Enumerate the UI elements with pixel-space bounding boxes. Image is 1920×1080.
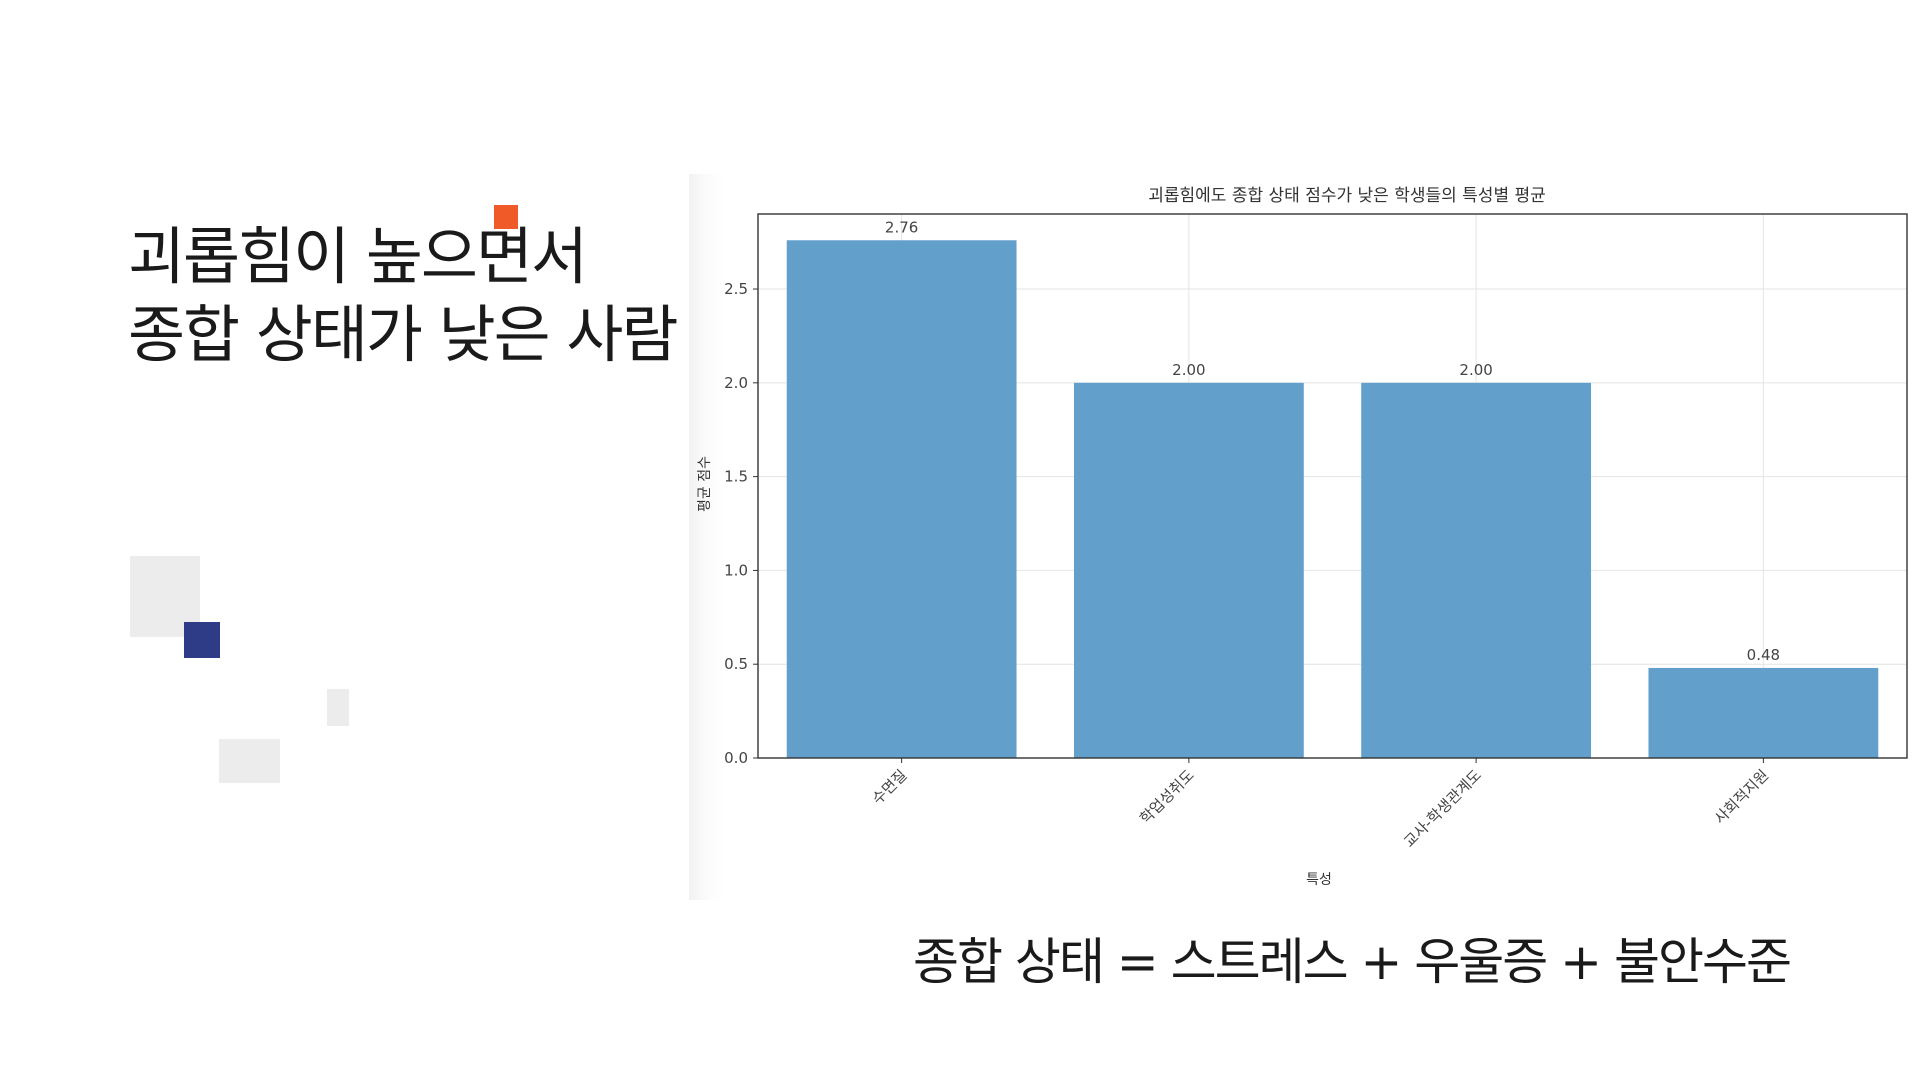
- bar-chart-svg: 2.76 2.00 2.00 0.48 0.0 0.5 1.0 1.5 2.0 2.5 수면질 학업…: [689, 174, 1908, 900]
- y-tick-label: 2.0: [724, 374, 748, 392]
- bar-chart: 2.76 2.00 2.00 0.48 0.0 0.5 1.0 1.5 2.0 2.5 수면질 학업…: [689, 174, 1920, 900]
- x-tick-label: 학업성취도: [1136, 766, 1198, 828]
- x-tick-label: 사회적지원: [1711, 766, 1773, 828]
- navy-square-decoration: [184, 622, 220, 658]
- bar-data-label: 2.76: [885, 218, 918, 236]
- bar-data-label: 0.48: [1747, 646, 1780, 664]
- bar: [1361, 382, 1592, 758]
- y-axis-label: 평균 점수: [697, 456, 713, 512]
- orange-square-decoration: [494, 205, 518, 229]
- title-line-1: 괴롭힘이 높으면서: [128, 220, 588, 293]
- y-tick-label: 0.0: [724, 749, 748, 767]
- bar: [1073, 382, 1304, 758]
- gray-square-decoration: [327, 689, 349, 726]
- title-line-2: 종합 상태가 낮은 사람: [128, 298, 678, 371]
- slide-title: 괴롭힘이 높으면서 종합 상태가 낮은 사람: [128, 218, 678, 374]
- x-axis-label: 특성: [1306, 872, 1332, 888]
- y-tick-label: 0.5: [724, 655, 748, 673]
- y-tick-label: 2.5: [724, 280, 748, 298]
- plot-frame: [757, 213, 1908, 759]
- bar-data-label: 2.00: [1172, 361, 1205, 379]
- chart-edge-shadow: [689, 174, 729, 900]
- formula-caption: 종합 상태 = 스트레스 + 우울증 + 불안수준: [913, 933, 1792, 991]
- y-tick-label: 1.0: [724, 561, 748, 579]
- chart-title: 괴롭힘에도 종합 상태 점수가 낮은 학생들의 특성별 평균: [1148, 186, 1546, 206]
- x-tick-label: 교사-학생관계도: [1400, 766, 1485, 851]
- bar: [786, 240, 1017, 758]
- y-tick-label: 1.5: [724, 468, 748, 486]
- bar: [1648, 667, 1879, 758]
- bar-data-label: 2.00: [1459, 361, 1492, 379]
- x-tick-label: 수면질: [868, 766, 910, 808]
- gray-square-decoration: [219, 739, 280, 783]
